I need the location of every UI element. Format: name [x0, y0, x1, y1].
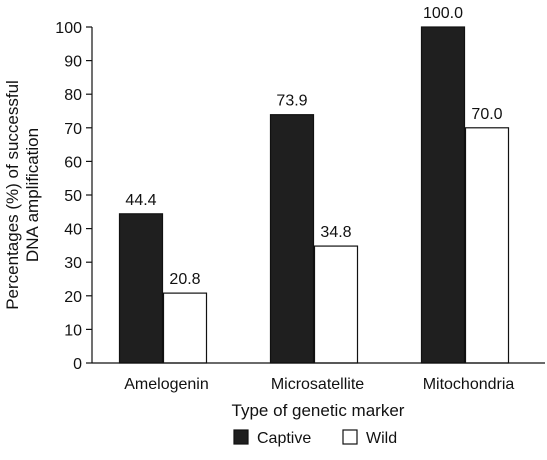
y-tick-label-100: 100: [55, 20, 82, 37]
bar-wild-amelogenin: [162, 292, 208, 364]
data-label-wild-microsatellite: 34.8: [320, 224, 351, 241]
legend-swatch-captive: [233, 429, 249, 445]
y-tick-label-90: 90: [64, 54, 82, 71]
data-label-captive-microsatellite: 73.9: [276, 93, 307, 110]
y-tick-label-40: 40: [64, 222, 82, 239]
y-tick-label-80: 80: [64, 87, 82, 104]
legend: Captive Wild: [233, 429, 397, 447]
y-tick-label-0: 0: [73, 356, 82, 373]
y-tick-label-20: 20: [64, 289, 82, 306]
y-tick-label-70: 70: [64, 121, 82, 138]
bars: [118, 26, 510, 364]
bar-captive-microsatellite: [269, 114, 315, 364]
y-tick-label-50: 50: [64, 188, 82, 205]
data-label-wild-mitochondria: 70.0: [471, 106, 502, 123]
data-label-captive-amelogenin: 44.4: [125, 192, 156, 209]
bar-captive-amelogenin: [118, 213, 164, 364]
bar-wild-mitochondria: [464, 127, 510, 364]
legend-swatch-wild: [342, 429, 358, 445]
bar-wild-microsatellite: [313, 245, 359, 364]
y-axis-ticks: 0 10 20 30 40 50 60 70 80 90 100: [55, 20, 92, 373]
y-tick-label-30: 30: [64, 255, 82, 272]
legend-label-captive: Captive: [257, 430, 311, 447]
y-axis-title: Percentages (%) of successful DNA amplif…: [3, 80, 42, 310]
y-tick-label-60: 60: [64, 154, 82, 171]
bar-captive-mitochondria: [420, 26, 466, 364]
x-axis-category-labels: Amelogenin Microsatellite Mitochondria: [124, 376, 514, 393]
data-labels: 44.4 20.8 73.9 34.8 100.0 70.0: [125, 5, 502, 288]
legend-label-wild: Wild: [366, 430, 397, 447]
x-category-label-mitochondria: Mitochondria: [423, 376, 515, 393]
y-axis-title-line-1: Percentages (%) of successful: [3, 80, 22, 310]
x-axis-title: Type of genetic marker: [232, 401, 405, 420]
x-category-label-amelogenin: Amelogenin: [124, 376, 209, 393]
data-label-wild-amelogenin: 20.8: [169, 271, 200, 288]
y-tick-label-10: 10: [64, 322, 82, 339]
x-category-label-microsatellite: Microsatellite: [271, 376, 364, 393]
data-label-captive-mitochondria: 100.0: [423, 5, 463, 22]
y-axis-title-line-2: DNA amplification: [23, 128, 42, 262]
